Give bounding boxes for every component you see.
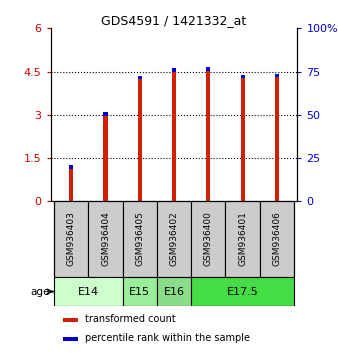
Text: GSM936402: GSM936402 [170, 212, 178, 266]
Text: GSM936403: GSM936403 [67, 211, 76, 266]
Bar [191, 277, 294, 307]
Bar [275, 74, 279, 201]
Bar [69, 165, 73, 169]
Text: percentile rank within the sample: percentile rank within the sample [85, 333, 250, 343]
Text: GSM936400: GSM936400 [204, 211, 213, 266]
Text: GSM936404: GSM936404 [101, 212, 110, 266]
Bar [138, 76, 142, 201]
Bar [206, 67, 210, 201]
Text: GSM936406: GSM936406 [272, 211, 281, 266]
Bar [63, 318, 78, 322]
Bar [260, 201, 294, 277]
Bar [206, 67, 210, 71]
Bar [191, 201, 225, 277]
Bar [241, 75, 245, 201]
Bar [157, 201, 191, 277]
Bar [123, 277, 157, 307]
Bar [138, 76, 142, 79]
Bar [241, 75, 245, 79]
Bar [63, 337, 78, 341]
Text: GSM936401: GSM936401 [238, 211, 247, 266]
Bar [225, 201, 260, 277]
Text: E17.5: E17.5 [227, 287, 259, 297]
Bar [103, 113, 107, 201]
Text: E16: E16 [164, 287, 185, 297]
Bar [157, 277, 191, 307]
Bar [89, 201, 123, 277]
Text: transformed count: transformed count [85, 314, 176, 324]
Text: E14: E14 [78, 287, 99, 297]
Bar [54, 201, 89, 277]
Bar [54, 277, 123, 307]
Text: GSM936405: GSM936405 [135, 211, 144, 266]
Bar [275, 74, 279, 77]
Bar [123, 201, 157, 277]
Bar [172, 68, 176, 201]
Bar [103, 113, 107, 116]
Text: E15: E15 [129, 287, 150, 297]
Bar [172, 68, 176, 72]
Title: GDS4591 / 1421332_at: GDS4591 / 1421332_at [101, 14, 247, 27]
Bar [69, 165, 73, 201]
Text: age: age [31, 287, 50, 297]
